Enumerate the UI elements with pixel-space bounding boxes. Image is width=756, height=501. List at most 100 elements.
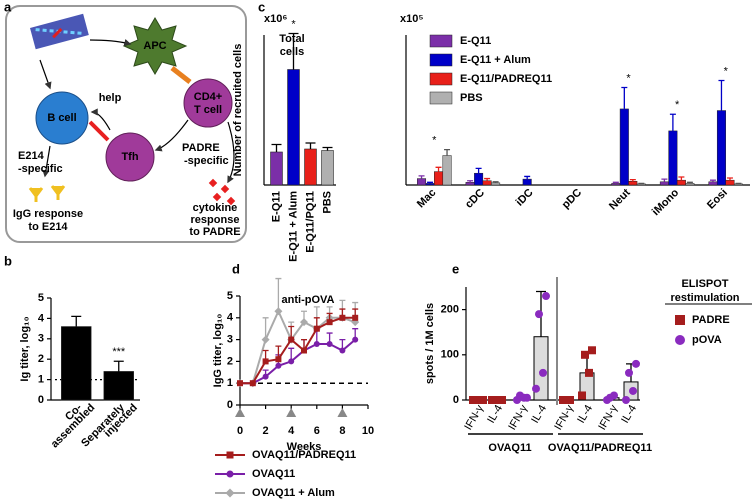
error-bar	[305, 142, 316, 149]
arrow	[89, 39, 132, 46]
t-cell-shape	[183, 78, 233, 128]
note: cytokine	[193, 202, 238, 214]
point	[275, 362, 282, 369]
note: -specific	[18, 163, 63, 175]
point	[237, 380, 243, 387]
point	[300, 318, 308, 327]
legend-swatch	[429, 53, 453, 67]
y-tick-label: 5	[227, 290, 233, 302]
x-tick-label: IFN-γ	[506, 403, 530, 433]
y-tick-label: 2	[38, 353, 44, 365]
bar	[659, 181, 669, 186]
error-bar	[638, 182, 645, 185]
tcr	[170, 66, 192, 84]
legend-label: OVAQ11 + Alum	[252, 487, 335, 499]
x-tick-label: PBS	[321, 191, 333, 214]
significance: *	[432, 135, 437, 147]
y-tick-label: 1	[38, 374, 44, 386]
panel-label: b	[4, 253, 12, 268]
error-bar	[427, 181, 434, 184]
point	[588, 346, 596, 355]
chart-title: Total	[279, 33, 304, 45]
x-tick-label: E-Q11 + Alum	[287, 191, 299, 262]
b-cell-shape	[35, 91, 89, 145]
error-bar	[669, 113, 676, 131]
x-tick-label: IFN-γ	[552, 403, 576, 433]
contact	[88, 120, 110, 142]
y-axis-label: IgG titer, log₁₀	[212, 314, 224, 388]
y-tick-label: 3	[38, 333, 44, 345]
point	[313, 325, 320, 332]
arrow	[42, 145, 51, 178]
x-tick-label: E-Q11/PQ11	[304, 191, 316, 253]
error-bar	[113, 360, 124, 372]
significance: *	[675, 99, 680, 111]
note: to E214	[28, 221, 68, 233]
error-bar	[467, 180, 474, 183]
point	[585, 368, 593, 377]
error-bar	[612, 181, 619, 184]
y-tick-label: 5	[38, 292, 44, 304]
x-tick-label: 0	[237, 425, 243, 437]
point	[498, 396, 506, 404]
error-bar	[444, 148, 451, 156]
x-tick-label: IL-4	[485, 403, 505, 425]
note: E214	[18, 150, 45, 162]
y-tick-label: 2	[227, 355, 233, 367]
x-tick-label: 8	[339, 425, 345, 437]
bar	[708, 181, 718, 186]
error-bar	[621, 86, 628, 109]
point	[262, 373, 269, 380]
significance: *	[291, 18, 296, 30]
error-bar	[271, 143, 282, 152]
x-tick-label: Neut	[607, 186, 633, 212]
panel-label: c	[258, 0, 265, 14]
point	[535, 310, 543, 319]
legend-label: E-Q11/PADREQ11	[460, 73, 552, 85]
bar	[465, 182, 475, 186]
legend-label: PBS	[460, 92, 483, 104]
bar	[619, 108, 629, 186]
x-tick-label: IFN-γ	[462, 403, 486, 433]
bar	[733, 183, 743, 186]
legend-swatch	[429, 72, 453, 86]
error-bar	[629, 178, 636, 182]
point	[578, 391, 586, 400]
note: IgG response	[13, 208, 83, 220]
point	[326, 340, 333, 347]
y-tick-label: 4	[227, 312, 234, 324]
x-tick-label: IL-4	[575, 403, 595, 425]
bar	[442, 155, 452, 186]
y-axis-label: Ig titer, log₁₀	[19, 316, 31, 381]
point	[629, 386, 637, 395]
error-bar	[275, 277, 282, 312]
legend-swatch	[429, 34, 453, 48]
error-bar	[661, 178, 668, 182]
bar	[668, 130, 678, 186]
bar	[270, 151, 283, 186]
error-bar	[709, 179, 716, 182]
x-tick-label: Mac	[415, 187, 439, 211]
bar	[61, 326, 92, 401]
y-tick-label: 0	[38, 394, 44, 406]
bar	[522, 178, 532, 186]
point	[261, 335, 270, 344]
point	[275, 356, 282, 363]
y-tick-label: 100	[441, 349, 459, 361]
injection-arrow	[286, 408, 297, 417]
bar	[611, 183, 621, 186]
error-bar	[322, 146, 333, 151]
bar	[716, 110, 726, 186]
x-tick-label: IFN-γ	[596, 403, 620, 433]
x-tick-label: Eosi	[705, 187, 730, 212]
bar	[103, 371, 134, 401]
point	[625, 368, 633, 377]
series-line	[240, 338, 356, 385]
x-tick-label: 6	[314, 425, 320, 437]
node-label: Tfh	[121, 151, 138, 163]
y-axis-label: spots / 1M cells	[424, 303, 436, 384]
diagram-frame	[5, 5, 247, 243]
antibodies	[28, 185, 66, 202]
bar	[417, 178, 427, 186]
